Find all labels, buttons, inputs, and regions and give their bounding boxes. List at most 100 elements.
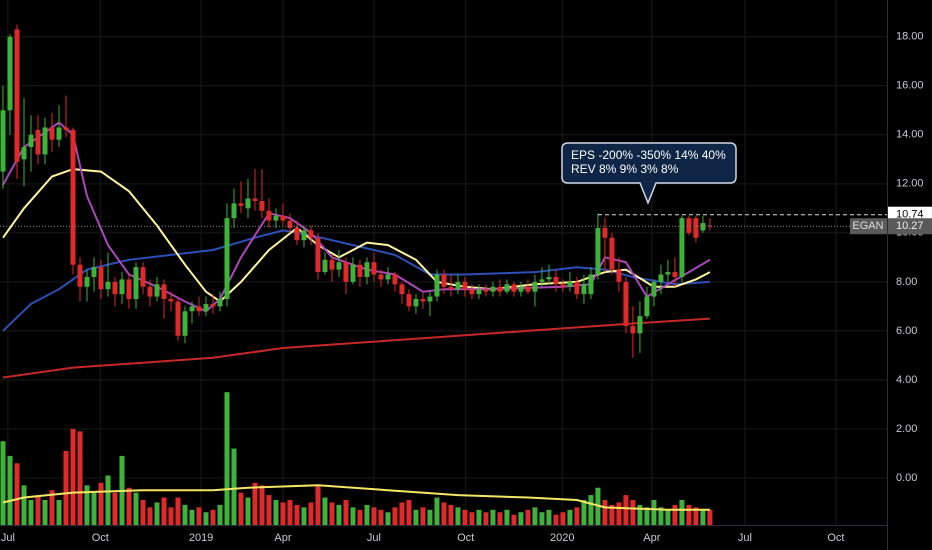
candle-body	[280, 215, 286, 221]
x-tick-label: Oct	[827, 532, 844, 544]
volume-bar	[252, 482, 258, 525]
candle-body	[399, 284, 405, 295]
candle-body	[497, 286, 503, 292]
y-tick-label: 6.00	[896, 325, 917, 337]
candle-body	[161, 284, 167, 300]
candle-body	[126, 279, 132, 300]
candle-body	[154, 284, 160, 297]
volume-bar	[518, 512, 524, 525]
candle-body	[595, 227, 601, 275]
volume-bar	[182, 504, 188, 525]
volume-bar	[238, 492, 244, 525]
volume-bar	[525, 509, 531, 525]
volume-bar	[224, 392, 230, 525]
candle-body	[210, 303, 216, 307]
volume-bar	[686, 504, 692, 525]
candle-body	[623, 281, 629, 326]
candle-body	[343, 262, 349, 282]
volume-bar	[154, 502, 160, 525]
candle-body	[182, 311, 188, 336]
volume-bar	[567, 509, 573, 525]
volume-bar	[35, 495, 41, 525]
candle-body	[49, 127, 55, 140]
x-tick-label: Jul	[367, 532, 381, 544]
candle-body	[651, 281, 657, 297]
y-tick-label: 18.00	[896, 31, 924, 43]
candle-body	[371, 262, 377, 275]
volume-bar	[49, 490, 55, 525]
tooltip: EPS -200% -350% 14% 40% REV 8% 9% 3% 8%	[561, 142, 737, 206]
volume-bar	[189, 509, 195, 525]
symbol-label: EGAN	[852, 220, 883, 232]
candle-body	[630, 325, 636, 334]
candle-body	[553, 276, 559, 285]
volume-bar	[168, 507, 174, 525]
last-price-label: 10.27	[896, 220, 924, 232]
tooltip-rev: REV 8% 9% 3% 8%	[571, 162, 679, 176]
candle-body	[224, 218, 230, 300]
line	[2, 484, 710, 511]
candle-body	[679, 218, 685, 277]
candle-body	[21, 147, 27, 160]
candle-body	[658, 274, 664, 282]
candle-body	[483, 289, 489, 292]
candle-body	[616, 269, 622, 282]
y-tick-label: 8.00	[896, 276, 917, 288]
volume-bar	[63, 450, 69, 525]
volume-bar	[7, 455, 13, 525]
plot	[0, 24, 887, 525]
volume-bar	[350, 507, 356, 525]
candle-body	[441, 274, 447, 287]
volume-bar	[553, 514, 559, 525]
volume-bar	[126, 487, 132, 525]
candle-body	[175, 301, 181, 336]
candle-body	[98, 267, 104, 290]
volume-bar	[175, 497, 181, 525]
candle-body	[644, 296, 650, 317]
volume-bar	[322, 497, 328, 525]
candle-body	[637, 316, 643, 334]
candle-body	[504, 284, 510, 292]
volume-bar	[707, 509, 713, 525]
volume-bar	[434, 497, 440, 525]
volume-bar	[77, 431, 83, 525]
volume-bar	[217, 504, 223, 525]
candle-body	[147, 286, 153, 297]
volume-bar	[441, 502, 447, 525]
x-tick-label: Jul	[1, 532, 15, 544]
symbol-box	[850, 218, 887, 235]
candle-body	[532, 281, 538, 292]
candle-body	[35, 129, 41, 155]
candle-body	[70, 129, 76, 265]
volume-bar	[147, 507, 153, 525]
candle-body	[231, 203, 237, 219]
volume-bar	[483, 512, 489, 525]
candle-body	[266, 210, 272, 221]
candle-body	[273, 215, 279, 221]
volume-bar	[0, 441, 6, 525]
candle-body	[476, 289, 482, 295]
candle-body	[588, 274, 594, 295]
candle-body	[238, 203, 244, 206]
candle-body	[707, 225, 713, 227]
volume-bar	[371, 507, 377, 525]
candle-body	[574, 281, 580, 295]
line	[2, 317, 710, 379]
volume-bar	[630, 500, 636, 525]
volume-bar	[259, 485, 265, 525]
x-tick-label: Jul	[738, 532, 752, 544]
volume-bar	[308, 502, 314, 525]
volume-bar	[469, 512, 475, 525]
volume-bar	[406, 500, 412, 525]
volume-bar	[14, 463, 20, 525]
y-tick-label: 4.00	[896, 374, 917, 386]
candle-body	[189, 306, 195, 312]
volume-bar	[448, 504, 454, 525]
volume-bar	[623, 495, 629, 525]
volume-bar	[273, 500, 279, 525]
candle-body	[308, 230, 314, 238]
volume-bar	[385, 512, 391, 525]
candle-body	[392, 274, 398, 285]
candle-body	[322, 259, 328, 273]
volume-bar	[574, 507, 580, 525]
